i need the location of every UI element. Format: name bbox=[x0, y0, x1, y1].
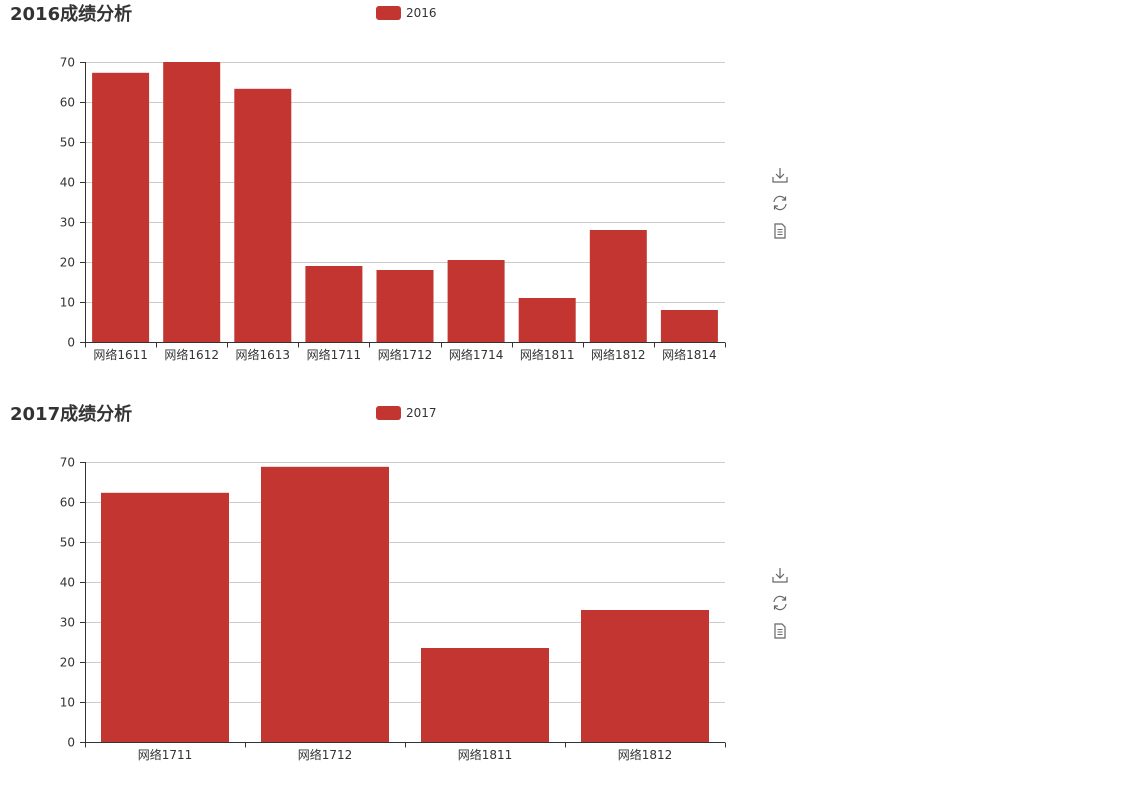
bar bbox=[581, 610, 709, 742]
download-icon bbox=[772, 568, 788, 583]
legend-item[interactable]: 2016 bbox=[376, 6, 437, 20]
legend-item[interactable]: 2017 bbox=[376, 406, 437, 420]
bar bbox=[447, 260, 505, 342]
bar-chart-2016: 0 10 20 30 40 50 60 70 网络1611 网络1612 网络1613 网络1711 网… bbox=[60, 56, 726, 362]
y-tick-label: 30 bbox=[60, 616, 75, 630]
x-tick-label: 网络1612 bbox=[164, 347, 219, 362]
bar bbox=[101, 492, 229, 742]
y-tick-label: 60 bbox=[60, 96, 75, 110]
y-tick-label: 30 bbox=[60, 216, 75, 230]
y-tick-label: 70 bbox=[60, 456, 75, 470]
restore-button[interactable] bbox=[771, 594, 789, 612]
x-tick-label: 网络1711 bbox=[138, 747, 193, 762]
x-tick-label: 网络1812 bbox=[591, 347, 646, 362]
chart-panel-2017: 0 10 20 30 40 50 60 70 网络1711 网络1712 网络1811 网络1812 … bbox=[0, 400, 1138, 800]
y-tick-label: 50 bbox=[60, 136, 75, 150]
bar bbox=[234, 88, 292, 342]
x-tick-label: 网络1714 bbox=[449, 347, 504, 362]
x-tick-label: 网络1611 bbox=[93, 347, 148, 362]
chart-panel-2016: 0 10 20 30 40 50 60 70 网络1611 网络1612 网络1613 网络1711 网… bbox=[10, 4, 789, 362]
download-icon bbox=[772, 168, 788, 183]
data-view-button[interactable] bbox=[771, 222, 789, 240]
legend-swatch bbox=[376, 406, 401, 420]
y-tick-label: 70 bbox=[60, 56, 75, 70]
y-tick-label: 50 bbox=[60, 536, 75, 550]
data-view-icon bbox=[774, 623, 786, 639]
chart-title: 2017成绩分析 bbox=[10, 404, 133, 425]
y-tick-label: 20 bbox=[60, 256, 75, 270]
y-tick-label: 10 bbox=[60, 696, 75, 710]
data-view-button[interactable] bbox=[771, 622, 789, 640]
y-tick-label: 20 bbox=[60, 656, 75, 670]
x-tick-label: 网络1811 bbox=[458, 747, 513, 762]
x-tick-label: 网络1712 bbox=[378, 347, 433, 362]
chart-title: 2016成绩分析 bbox=[10, 4, 133, 25]
data-view-icon bbox=[774, 223, 786, 239]
y-tick-label: 10 bbox=[60, 296, 75, 310]
y-tick-label: 40 bbox=[60, 176, 75, 190]
bar bbox=[261, 466, 389, 742]
x-tick-label: 网络1613 bbox=[236, 347, 291, 362]
refresh-icon bbox=[773, 195, 787, 211]
y-tick-label: 0 bbox=[67, 736, 75, 750]
x-tick-label: 网络1712 bbox=[298, 747, 353, 762]
x-tick-label: 网络1814 bbox=[662, 347, 717, 362]
bar bbox=[305, 266, 363, 342]
y-tick-label: 40 bbox=[60, 576, 75, 590]
bar bbox=[421, 648, 549, 742]
x-tick-label: 网络1811 bbox=[520, 347, 575, 362]
bar-chart-2017: 0 10 20 30 40 50 60 70 网络1711 网络1712 网络1811 网络1812 bbox=[60, 456, 726, 762]
bar bbox=[163, 62, 221, 342]
legend-swatch bbox=[376, 6, 401, 20]
bar bbox=[92, 72, 150, 343]
x-tick-label: 网络1812 bbox=[618, 747, 673, 762]
y-tick-label: 0 bbox=[67, 336, 75, 350]
bar bbox=[589, 230, 647, 342]
save-image-button[interactable] bbox=[771, 166, 789, 184]
refresh-icon bbox=[773, 595, 787, 611]
x-tick-label: 网络1711 bbox=[307, 347, 362, 362]
toolbox bbox=[771, 566, 789, 650]
bar bbox=[660, 310, 718, 342]
y-tick-label: 60 bbox=[60, 496, 75, 510]
bar bbox=[518, 298, 576, 342]
restore-button[interactable] bbox=[771, 194, 789, 212]
save-image-button[interactable] bbox=[771, 566, 789, 584]
legend-label: 2016 bbox=[406, 6, 437, 20]
bar bbox=[376, 270, 434, 342]
legend-label: 2017 bbox=[406, 406, 437, 420]
toolbox bbox=[771, 166, 789, 250]
